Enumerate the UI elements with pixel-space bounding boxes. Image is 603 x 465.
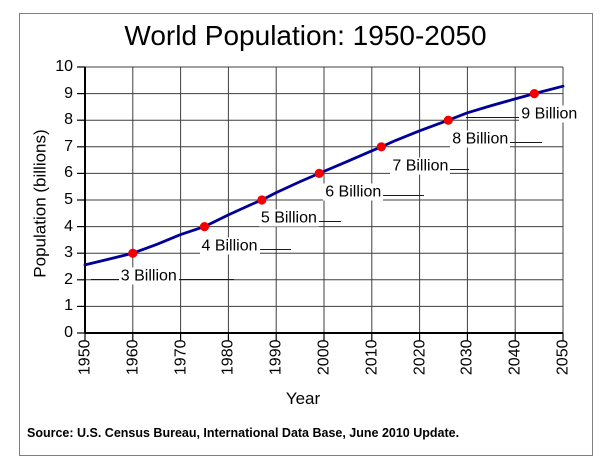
label-leader-line	[510, 142, 543, 144]
milestone-marker	[529, 89, 539, 99]
x-tick-label: 2030	[458, 339, 476, 376]
y-tick-label: 8	[64, 111, 73, 129]
label-leader-line	[90, 279, 119, 281]
y-tick-label: 5	[64, 191, 73, 208]
chart-frame	[19, 13, 593, 456]
y-tick-label: 2	[64, 270, 73, 288]
y-tick-label: 9	[64, 84, 73, 102]
x-tick-label: 2000	[315, 339, 333, 376]
milestone-marker	[199, 222, 210, 232]
milestone-marker	[257, 195, 267, 205]
y-tick-label: 1	[64, 297, 73, 315]
label-leader-line	[450, 168, 470, 170]
milestone-marker	[376, 142, 386, 152]
label-leader-line	[178, 279, 234, 281]
source-note: Source: U.S. Census Bureau, Internationa…	[27, 426, 460, 440]
y-tick-label: 4	[64, 217, 73, 235]
milestone-label: 9 Billion	[519, 105, 580, 123]
label-leader-line	[259, 248, 291, 250]
milestone-label: 3 Billion	[118, 267, 179, 285]
milestone-label: 7 Billion	[390, 157, 451, 175]
x-tick-label: 2010	[363, 339, 381, 376]
label-leader-line	[466, 116, 520, 118]
x-tick-label: 1970	[172, 339, 190, 376]
x-tick-label: 1990	[267, 339, 285, 376]
x-axis-title: Year	[285, 389, 321, 408]
x-tick-label: 2020	[411, 339, 429, 376]
milestone-marker	[128, 248, 138, 258]
y-tick-label: 0	[64, 324, 73, 341]
y-tick-label: 7	[64, 137, 73, 155]
x-tick-label: 2040	[506, 339, 524, 376]
milestone-marker	[443, 115, 453, 125]
x-tick-label: 2050	[554, 339, 572, 376]
y-tick-label: 10	[55, 58, 73, 75]
y-tick-label: 6	[64, 164, 73, 182]
milestone-label: 4 Billion	[199, 237, 260, 255]
x-tick-label: 1980	[219, 339, 237, 376]
milestone-label: 5 Billion	[258, 209, 319, 227]
x-tick-label: 1950	[76, 339, 94, 376]
chart-title: World Population: 1950-2050	[124, 20, 487, 51]
x-tick-label: 1960	[124, 339, 142, 376]
milestone-marker	[314, 168, 324, 178]
label-leader-line	[383, 195, 425, 197]
milestone-label: 8 Billion	[450, 130, 511, 148]
label-leader-line	[318, 221, 341, 222]
y-tick-label: 3	[64, 244, 73, 262]
milestone-label: 6 Billion	[323, 183, 384, 201]
